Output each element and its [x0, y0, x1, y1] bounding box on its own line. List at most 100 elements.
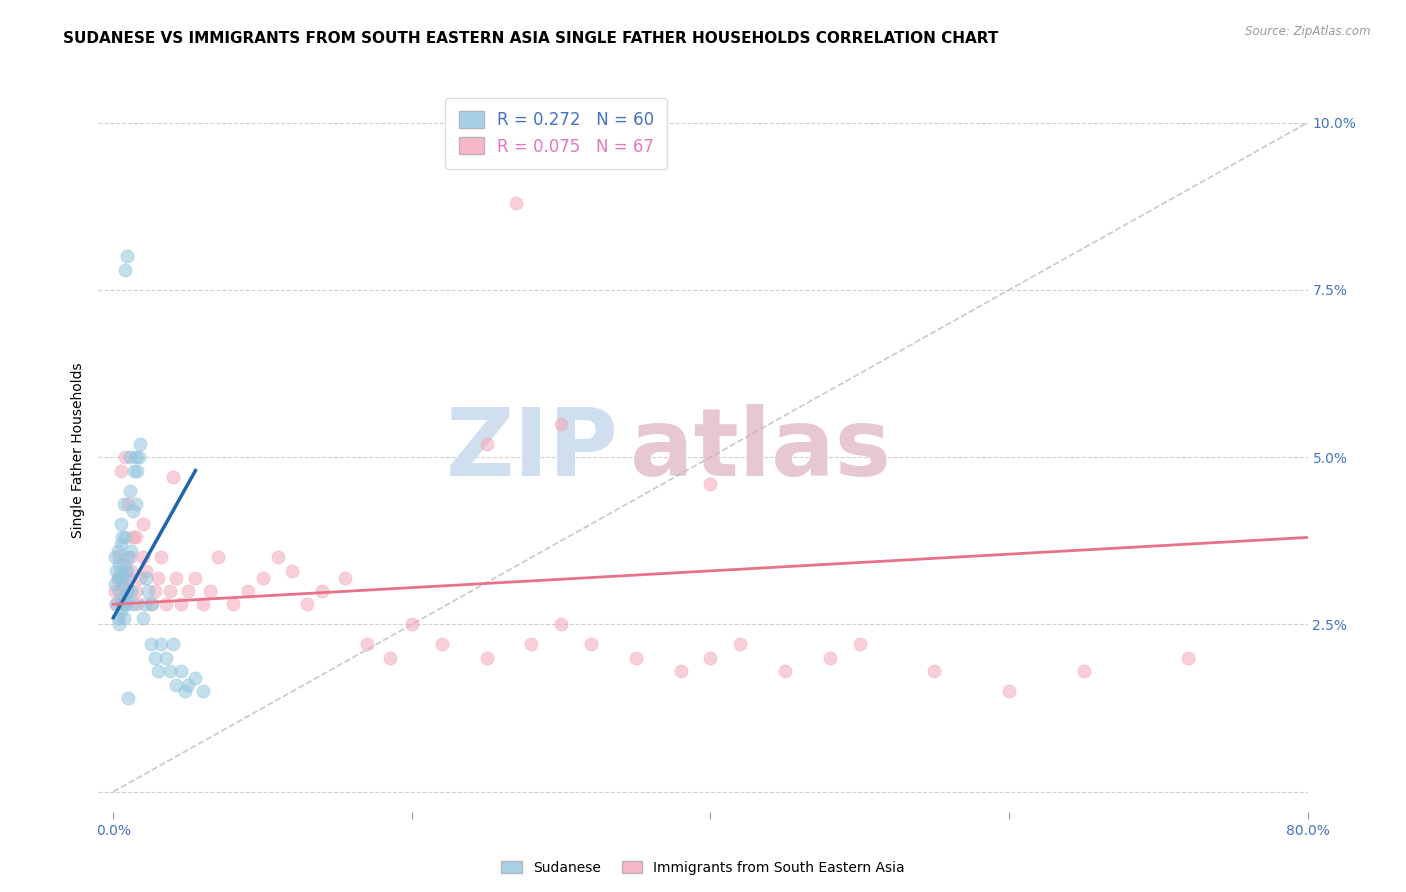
- Point: [105, 564, 128, 578]
- Point: [125, 583, 148, 598]
- Point: [146, 664, 169, 679]
- Point: [108, 583, 131, 598]
- Legend: Sudanese, Immigrants from South Eastern Asia: Sudanese, Immigrants from South Eastern …: [495, 855, 911, 880]
- Point: [114, 564, 136, 578]
- Point: [236, 583, 259, 598]
- Point: [117, 550, 139, 565]
- Point: [121, 598, 143, 612]
- Point: [127, 598, 149, 612]
- Point: [132, 610, 155, 624]
- Point: [505, 195, 527, 210]
- Point: [159, 664, 181, 679]
- Text: SUDANESE VS IMMIGRANTS FROM SOUTH EASTERN ASIA SINGLE FATHER HOUSEHOLDS CORRELAT: SUDANESE VS IMMIGRANTS FROM SOUTH EASTER…: [63, 31, 998, 46]
- Point: [132, 550, 155, 565]
- Point: [579, 637, 602, 651]
- Point: [128, 450, 150, 464]
- Point: [311, 583, 333, 598]
- Point: [150, 550, 173, 565]
- Point: [1073, 664, 1095, 679]
- Point: [112, 610, 135, 624]
- Point: [105, 598, 128, 612]
- Point: [121, 503, 143, 517]
- Point: [200, 583, 222, 598]
- Point: [818, 651, 841, 665]
- Point: [165, 678, 187, 692]
- Legend: R = 0.272   N = 60, R = 0.075   N = 67: R = 0.272 N = 60, R = 0.075 N = 67: [446, 97, 668, 169]
- Point: [110, 537, 132, 551]
- Point: [135, 571, 157, 585]
- Point: [111, 598, 134, 612]
- Point: [1177, 651, 1199, 665]
- Point: [134, 598, 156, 612]
- Point: [127, 464, 149, 478]
- Point: [174, 684, 197, 698]
- Point: [125, 530, 148, 544]
- Point: [110, 564, 132, 578]
- Point: [150, 637, 173, 651]
- Point: [177, 583, 200, 598]
- Point: [121, 530, 143, 544]
- Point: [112, 497, 135, 511]
- Point: [115, 249, 138, 264]
- Point: [773, 664, 796, 679]
- Point: [333, 571, 356, 585]
- Point: [129, 436, 152, 450]
- Point: [848, 637, 870, 651]
- Point: [104, 583, 127, 598]
- Point: [143, 651, 166, 665]
- Point: [129, 571, 152, 585]
- Point: [165, 571, 187, 585]
- Point: [118, 550, 141, 565]
- Point: [120, 564, 142, 578]
- Point: [222, 598, 245, 612]
- Text: atlas: atlas: [630, 404, 891, 497]
- Point: [378, 651, 401, 665]
- Point: [111, 530, 134, 544]
- Point: [104, 550, 127, 565]
- Point: [155, 651, 177, 665]
- Point: [136, 583, 159, 598]
- Point: [118, 450, 141, 464]
- Point: [107, 610, 129, 624]
- Point: [699, 651, 721, 665]
- Point: [252, 571, 274, 585]
- Point: [114, 262, 136, 277]
- Point: [520, 637, 543, 651]
- Point: [139, 598, 162, 612]
- Point: [550, 617, 572, 632]
- Point: [169, 664, 191, 679]
- Point: [115, 583, 138, 598]
- Point: [146, 571, 169, 585]
- Point: [132, 517, 155, 532]
- Point: [135, 564, 157, 578]
- Point: [669, 664, 692, 679]
- Point: [107, 543, 129, 558]
- Point: [184, 671, 207, 685]
- Point: [107, 571, 129, 585]
- Point: [730, 637, 752, 651]
- Point: [297, 598, 319, 612]
- Point: [184, 571, 207, 585]
- Point: [122, 464, 145, 478]
- Point: [125, 450, 148, 464]
- Point: [112, 598, 135, 612]
- Point: [115, 598, 138, 612]
- Point: [266, 550, 288, 565]
- Point: [207, 550, 229, 565]
- Point: [108, 617, 131, 632]
- Point: [117, 497, 139, 511]
- Point: [191, 684, 214, 698]
- Point: [108, 550, 131, 565]
- Point: [117, 690, 139, 705]
- Point: [110, 517, 132, 532]
- Point: [143, 583, 166, 598]
- Point: [120, 543, 142, 558]
- Point: [104, 577, 127, 591]
- Point: [159, 583, 181, 598]
- Point: [169, 598, 191, 612]
- Point: [125, 497, 148, 511]
- Point: [108, 557, 131, 572]
- Point: [191, 598, 214, 612]
- Point: [114, 591, 136, 605]
- Point: [120, 583, 142, 598]
